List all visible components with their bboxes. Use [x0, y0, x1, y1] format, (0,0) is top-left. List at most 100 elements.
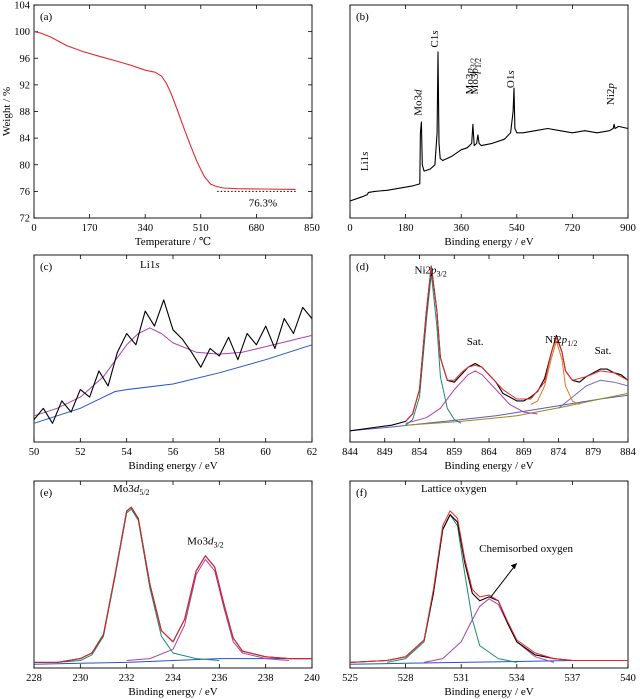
- y-tick-label: 96: [20, 54, 31, 65]
- peak-label: Sat.: [467, 336, 484, 348]
- panel-label: (d): [356, 261, 369, 273]
- peak-label: Li1s: [359, 152, 371, 172]
- x-tick-label: 528: [398, 673, 414, 684]
- peak-label: Mo3p1/2: [469, 58, 483, 95]
- x-axis-label: Temperature / ℃: [135, 236, 211, 248]
- x-tick-label: 849: [377, 447, 393, 458]
- series-line-background: [349, 394, 629, 432]
- x-tick-label: 58: [214, 447, 225, 458]
- panel-label: (c): [40, 261, 53, 273]
- component-label: Chemisorbed oxygen: [479, 543, 573, 555]
- plot-frame: [33, 254, 313, 443]
- plot-frame: [349, 254, 629, 443]
- peak-label: Mo3d5/2: [113, 483, 150, 497]
- chart-panel-1: 0 170 340 510 680 850 72 76 80 84 88 92 96 100 104 Temp…: [1, 1, 320, 249]
- x-tick-label: 720: [565, 223, 581, 234]
- peak-label: Mo3d3/2: [187, 536, 224, 550]
- panel-label: (f): [356, 487, 367, 499]
- series-line-envelope: [349, 510, 628, 663]
- x-tick-label: 854: [412, 447, 429, 458]
- chart-panel-3: 50 52 54 56 58 60 62 Binding energy / eV (c) Li1s: [29, 254, 318, 472]
- x-tick-label: 879: [585, 447, 601, 458]
- x-tick-label: 236: [211, 673, 227, 684]
- x-axis-label: Binding energy / eV: [128, 460, 217, 472]
- chart-panel-5: 228 230 232 234 236 238 240 Binding energy / eV…: [26, 480, 320, 698]
- peak-label: Ni2p3/2: [415, 265, 447, 279]
- series-line-envelope: [34, 506, 312, 663]
- plot-frame: [33, 480, 313, 669]
- series-line-mo3d32: [126, 559, 289, 661]
- x-tick-label: 56: [168, 447, 179, 458]
- x-tick-label: 54: [121, 447, 132, 458]
- x-tick-label: 52: [75, 447, 86, 458]
- series-line-sat2: [558, 379, 629, 409]
- series-line-main: [349, 51, 629, 202]
- x-tick-label: 340: [137, 223, 153, 234]
- y-tick-label: 72: [20, 214, 31, 225]
- panel-label: (b): [356, 11, 369, 23]
- x-tick-label: 540: [509, 223, 525, 234]
- x-tick-label: 874: [551, 447, 568, 458]
- y-tick-label: 100: [14, 27, 30, 38]
- panel-label: (e): [40, 487, 53, 499]
- chart-panel-2: 0 180 360 540 720 900 Binding energy / eV (b) Li…: [347, 4, 636, 248]
- series-line-background: [33, 344, 313, 424]
- chart-panel-4: 844 849 854 859 864 869 874 879 884 Binding energ…: [342, 254, 637, 472]
- x-tick-label: 540: [620, 673, 636, 684]
- peak-label: C1s: [429, 30, 441, 47]
- peak-label: Ni2p: [605, 83, 617, 106]
- x-tick-label: 230: [72, 673, 88, 684]
- x-tick-label: 525: [342, 673, 358, 684]
- peak-label: Ni2p1/2: [545, 334, 577, 348]
- series-line-envelope: [405, 265, 629, 422]
- label-arrow: [490, 562, 518, 598]
- x-axis-label: Binding energy / eV: [444, 236, 533, 248]
- y-tick-label: 80: [20, 160, 31, 171]
- series-line-baseline: [405, 392, 629, 426]
- x-tick-label: 0: [347, 223, 352, 234]
- x-tick-label: 900: [620, 223, 636, 234]
- x-tick-label: 884: [620, 447, 637, 458]
- x-tick-label: 238: [258, 673, 274, 684]
- series-line-raw: [34, 506, 312, 663]
- series-line-raw: [33, 299, 313, 424]
- x-tick-label: 859: [446, 447, 462, 458]
- chart-panel-6: 525 528 531 534 537 540 Binding energy / eV (f)…: [342, 480, 636, 698]
- residual-mass-annotation: 76.3%: [249, 197, 277, 209]
- x-tick-label: 232: [119, 673, 135, 684]
- x-tick-label: 228: [26, 673, 42, 684]
- component-label: Lattice oxygen: [421, 483, 487, 495]
- peak-label: Sat.: [595, 345, 612, 357]
- x-tick-label: 180: [398, 223, 414, 234]
- x-tick-label: 869: [516, 447, 532, 458]
- x-tick-label: 170: [82, 223, 98, 234]
- series-line-main: [33, 31, 296, 190]
- x-tick-label: 850: [304, 223, 320, 234]
- y-tick-label: 84: [20, 134, 31, 145]
- x-tick-label: 240: [304, 673, 320, 684]
- y-tick-label: 104: [14, 1, 31, 12]
- y-axis-label: Weight / %: [1, 87, 13, 136]
- peak-label: Li1s: [140, 259, 160, 271]
- x-tick-label: 844: [342, 447, 359, 458]
- plot-frame: [349, 4, 629, 219]
- peak-label: O1s: [505, 70, 517, 88]
- series-line-ni2p12: [530, 340, 580, 406]
- x-tick-label: 531: [453, 673, 469, 684]
- y-tick-label: 88: [20, 107, 31, 118]
- label-arrow-head: [510, 563, 517, 570]
- y-tick-label: 76: [20, 187, 31, 198]
- x-tick-label: 537: [565, 673, 581, 684]
- x-tick-label: 360: [453, 223, 469, 234]
- x-axis-label: Binding energy / eV: [128, 686, 217, 698]
- x-tick-label: 62: [307, 447, 318, 458]
- x-tick-label: 234: [165, 673, 182, 684]
- panel-label: (a): [40, 11, 53, 23]
- series-line-ni2p32: [405, 273, 462, 426]
- series-line-mo3d52: [57, 508, 220, 663]
- x-tick-label: 60: [260, 447, 271, 458]
- series-line-fit: [33, 327, 313, 417]
- x-tick-label: 50: [29, 447, 40, 458]
- plot-frame: [349, 480, 629, 669]
